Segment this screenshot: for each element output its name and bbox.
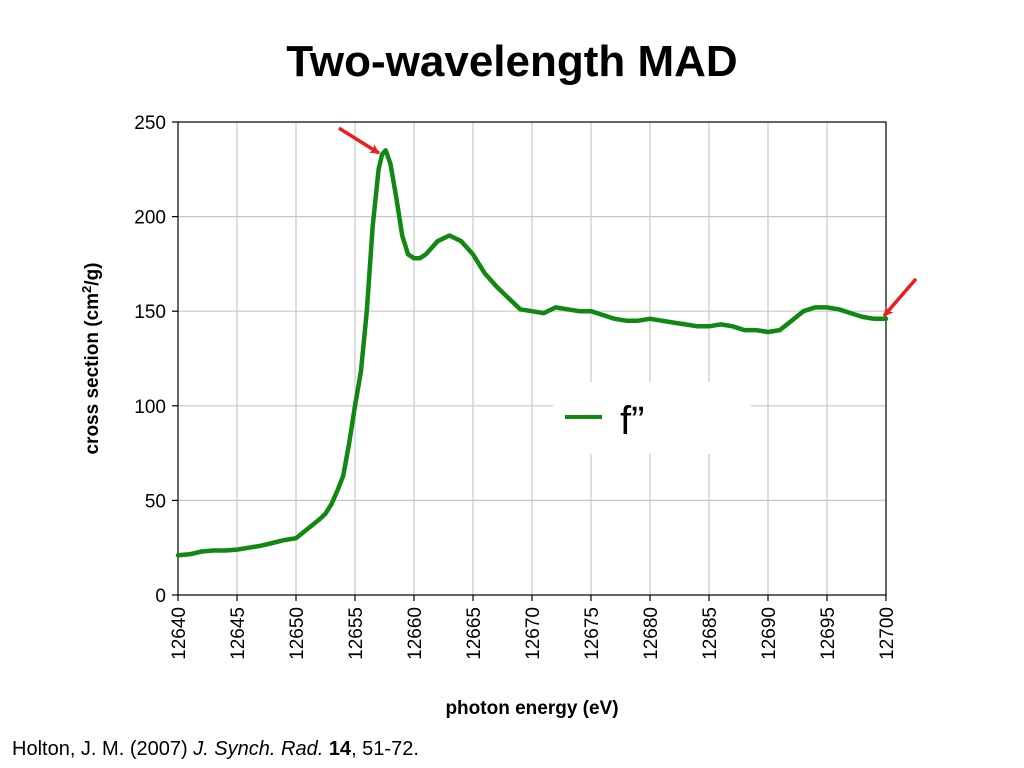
x-tick-label-12645: 12645: [228, 607, 249, 660]
y-tick-label-100: 100: [134, 397, 166, 418]
y-tick-label-250: 250: [134, 113, 166, 134]
x-axis-title: photon energy (eV): [445, 698, 618, 719]
x-tick-label-12680: 12680: [641, 607, 662, 660]
x-tick-label-12685: 12685: [700, 607, 721, 660]
x-tick-label-12640: 12640: [169, 607, 190, 660]
x-tick-label-12670: 12670: [523, 607, 544, 660]
x-tick-label-12655: 12655: [346, 607, 367, 660]
y-tick-label-200: 200: [134, 208, 166, 229]
x-tick-label-12665: 12665: [464, 607, 485, 660]
x-tick-label-12690: 12690: [759, 607, 780, 660]
x-tick-label-12695: 12695: [818, 607, 839, 660]
y-tick-label-50: 50: [145, 491, 166, 512]
x-tick-label-12660: 12660: [405, 607, 426, 660]
citation-volume: 14: [328, 738, 352, 760]
grid: [178, 122, 886, 595]
y-tick-label-150: 150: [134, 302, 166, 323]
citation: Holton, J. M. (2007) J. Synch. Rad. 14, …: [12, 736, 419, 762]
y-axis-title: cross section (cm2/g): [79, 262, 104, 454]
axis-ticks: 0 50 100 150 200 250 12640 12645 12650 12655 12660…: [134, 113, 898, 660]
peak-arrow: [338, 126, 380, 155]
citation-authors-year: Holton, J. M. (2007): [12, 738, 194, 760]
y-tick-label-0: 0: [155, 586, 166, 607]
legend: f”: [553, 382, 751, 454]
y-axis-title-superscript: 2: [79, 286, 94, 293]
slide-title: Two-wavelength MAD: [286, 37, 738, 86]
remote-arrow: [882, 277, 918, 318]
legend-label-f-double-prime: f”: [620, 399, 644, 443]
x-tick-label-12700: 12700: [877, 607, 898, 660]
annotations: [338, 126, 918, 318]
series-layer: [175, 148, 889, 558]
citation-journal: J. Synch. Rad.: [193, 738, 324, 760]
x-tick-label-12650: 12650: [287, 607, 308, 660]
y-axis-title-main: cross section (cm: [82, 293, 103, 455]
y-axis-title-unit-tail: /g): [82, 262, 103, 285]
citation-pages: , 51-72.: [351, 738, 419, 760]
x-tick-label-12675: 12675: [582, 607, 603, 660]
series-line-f-double-prime: [175, 148, 889, 558]
